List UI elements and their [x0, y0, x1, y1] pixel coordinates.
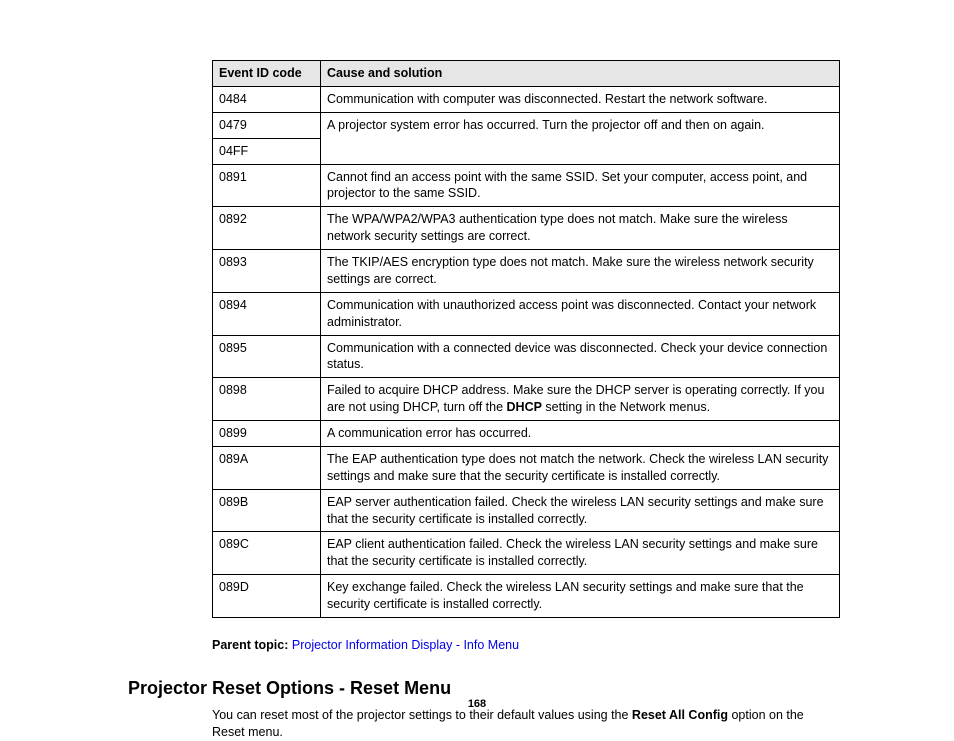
body-paragraph: You can reset most of the projector sett…: [212, 707, 832, 741]
cell-cause: The EAP authentication type does not mat…: [321, 446, 840, 489]
cell-event-id: 0898: [213, 378, 321, 421]
table-row: 0895Communication with a connected devic…: [213, 335, 840, 378]
table-row: 089AThe EAP authentication type does not…: [213, 446, 840, 489]
parent-topic: Parent topic: Projector Information Disp…: [212, 638, 839, 652]
page-number: 168: [0, 698, 954, 710]
col-header-cause: Cause and solution: [321, 61, 840, 87]
cell-cause: The WPA/WPA2/WPA3 authentication type do…: [321, 207, 840, 250]
cell-cause: A communication error has occurred.: [321, 421, 840, 447]
cell-event-id: 0891: [213, 164, 321, 207]
cell-cause: Key exchange failed. Check the wireless …: [321, 575, 840, 618]
table-row: 0899A communication error has occurred.: [213, 421, 840, 447]
cell-cause: Communication with a connected device wa…: [321, 335, 840, 378]
cell-event-id: 0899: [213, 421, 321, 447]
table-row: 0479A projector system error has occurre…: [213, 112, 840, 138]
table-row: 0898Failed to acquire DHCP address. Make…: [213, 378, 840, 421]
cell-cause: The TKIP/AES encryption type does not ma…: [321, 250, 840, 293]
table-row: 0484Communication with computer was disc…: [213, 86, 840, 112]
cell-event-id: 089A: [213, 446, 321, 489]
cell-event-id: 0479: [213, 112, 321, 138]
parent-topic-link[interactable]: Projector Information Display - Info Men…: [292, 638, 519, 652]
cell-cause: Communication with unauthorized access p…: [321, 292, 840, 335]
event-id-table: Event ID code Cause and solution 0484Com…: [212, 60, 840, 618]
table-row: 089BEAP server authentication failed. Ch…: [213, 489, 840, 532]
cell-cause: EAP server authentication failed. Check …: [321, 489, 840, 532]
cell-cause: A projector system error has occurred. T…: [321, 112, 840, 164]
cell-event-id: 04FF: [213, 138, 321, 164]
cell-cause: Failed to acquire DHCP address. Make sur…: [321, 378, 840, 421]
section-heading: Projector Reset Options - Reset Menu: [128, 678, 839, 699]
cell-event-id: 0484: [213, 86, 321, 112]
col-header-code: Event ID code: [213, 61, 321, 87]
table-row: 0893The TKIP/AES encryption type does no…: [213, 250, 840, 293]
cell-event-id: 0892: [213, 207, 321, 250]
cell-event-id: 089B: [213, 489, 321, 532]
cell-cause: Communication with computer was disconne…: [321, 86, 840, 112]
table-row: 089DKey exchange failed. Check the wirel…: [213, 575, 840, 618]
cell-event-id: 0895: [213, 335, 321, 378]
table-header-row: Event ID code Cause and solution: [213, 61, 840, 87]
table-row: 0892The WPA/WPA2/WPA3 authentication typ…: [213, 207, 840, 250]
cell-event-id: 0894: [213, 292, 321, 335]
cell-event-id: 089D: [213, 575, 321, 618]
cell-event-id: 089C: [213, 532, 321, 575]
cell-cause: EAP client authentication failed. Check …: [321, 532, 840, 575]
parent-topic-label: Parent topic:: [212, 638, 292, 652]
table-row: 0891Cannot find an access point with the…: [213, 164, 840, 207]
cell-cause: Cannot find an access point with the sam…: [321, 164, 840, 207]
table-row: 089CEAP client authentication failed. Ch…: [213, 532, 840, 575]
table-row: 0894Communication with unauthorized acce…: [213, 292, 840, 335]
cell-event-id: 0893: [213, 250, 321, 293]
